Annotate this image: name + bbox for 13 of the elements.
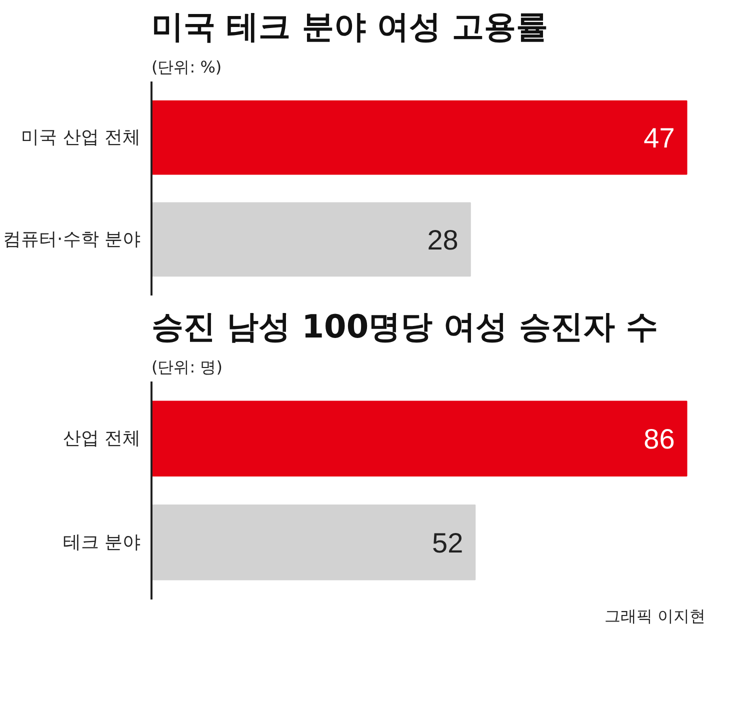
- data-label: 47: [644, 122, 675, 154]
- y-tick-label: 컴퓨터·수학 분야: [3, 228, 141, 250]
- y-tick-label: 테크 분야: [62, 532, 141, 553]
- chart-title: 미국 테크 분야 여성 고용률: [152, 8, 548, 46]
- data-label: 86: [644, 424, 675, 455]
- text: 그래픽 이지현: [604, 606, 706, 626]
- chart-subtitle: (단위: 명): [152, 358, 222, 376]
- chart-title: 승진 남성 100명당 여성 승진자 수: [152, 308, 658, 346]
- chart-subtitle: (단위: %): [152, 58, 222, 76]
- y-tick-label: 미국 산업 전체: [21, 127, 141, 148]
- data-label: 52: [432, 527, 464, 558]
- y-tick-label: 산업 전체: [62, 428, 141, 450]
- data-label: 28: [427, 224, 458, 256]
